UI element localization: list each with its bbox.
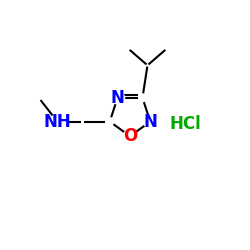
- Ellipse shape: [123, 130, 137, 142]
- Ellipse shape: [47, 116, 67, 128]
- Text: NH: NH: [44, 112, 71, 130]
- Ellipse shape: [110, 92, 124, 104]
- Ellipse shape: [143, 116, 157, 128]
- Text: O: O: [123, 127, 137, 145]
- Ellipse shape: [172, 116, 199, 132]
- Text: HCl: HCl: [169, 115, 201, 133]
- Text: N: N: [110, 89, 124, 107]
- Text: N: N: [143, 112, 157, 130]
